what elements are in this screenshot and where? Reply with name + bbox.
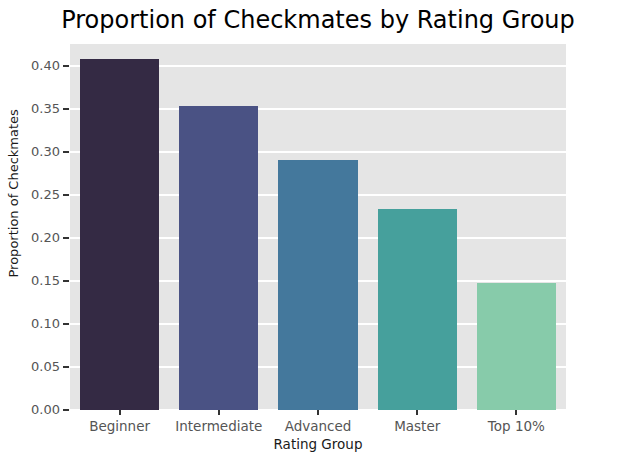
y-tick-mark [63,409,69,411]
x-tick-mark [119,410,121,415]
x-tick-label-top-10-: Top 10% [488,418,545,434]
y-tick-label: 0.25 [0,187,60,202]
x-axis-label: Rating Group [274,436,363,452]
bar-intermediate [179,106,258,410]
x-tick-mark [416,410,418,415]
y-tick-mark [63,194,69,196]
y-tick-label: 0.05 [0,359,60,374]
x-tick-label-advanced: Advanced [285,418,352,434]
chart-title: Proportion of Checkmates by Rating Group [61,6,575,34]
y-tick-mark [63,280,69,282]
figure: Proportion of Checkmates by Rating Group… [0,0,625,463]
x-tick-label-master: Master [394,418,440,434]
bar-beginner [80,59,159,410]
x-tick-mark [515,410,517,415]
bar-master [378,209,457,411]
y-tick-label: 0.30 [0,144,60,159]
y-tick-label: 0.00 [0,402,60,417]
y-tick-mark [63,237,69,239]
plot-area [70,44,566,410]
y-tick-mark [63,65,69,67]
y-tick-label: 0.15 [0,273,60,288]
x-tick-mark [317,410,319,415]
y-tick-label: 0.20 [0,230,60,245]
x-tick-label-intermediate: Intermediate [175,418,262,434]
y-tick-label: 0.10 [0,316,60,331]
y-tick-mark [63,151,69,153]
y-tick-label: 0.40 [0,58,60,73]
y-tick-mark [63,366,69,368]
x-tick-mark [218,410,220,415]
x-tick-label-beginner: Beginner [89,418,150,434]
y-tick-mark [63,323,69,325]
y-tick-mark [63,108,69,110]
y-tick-label: 0.35 [0,101,60,116]
bar-advanced [278,160,357,410]
bar-top-10- [477,283,556,410]
